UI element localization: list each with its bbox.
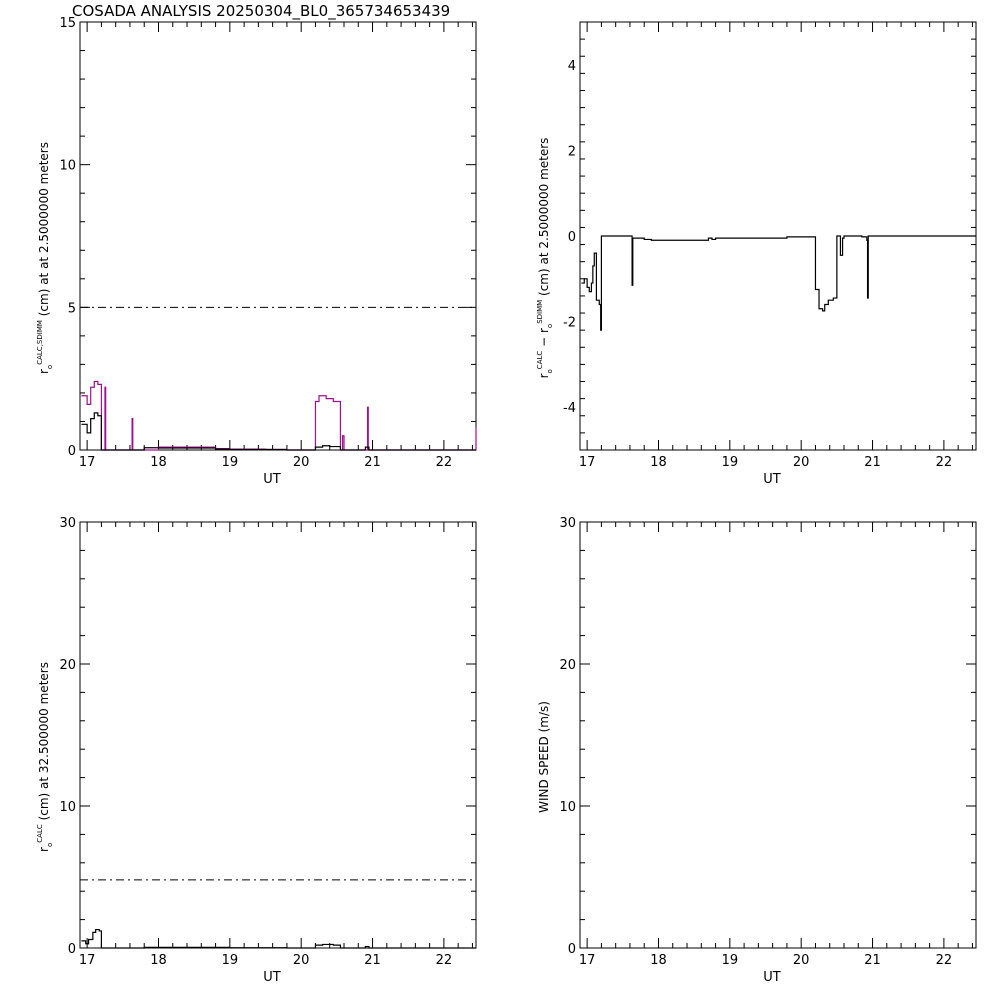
x-tick-label: 19 (222, 455, 239, 470)
y-tick-label: 0 (568, 942, 576, 957)
x-tick-label: 19 (722, 953, 739, 968)
y-label-text: (cm) at 32.500000 meters (37, 662, 51, 820)
x-axis-label: UT (263, 970, 281, 985)
x-tick-label: 21 (364, 455, 381, 470)
plot-frame (579, 521, 977, 949)
y-label-superscript: CALC (36, 824, 44, 843)
y-label-superscript: SDIMM (536, 300, 544, 324)
y-label-subscript: o (546, 324, 554, 328)
series-line (81, 928, 476, 949)
y-tick-label: 10 (59, 800, 76, 815)
y-label-text: (cm) at 2.5000000 meters (537, 138, 551, 296)
x-tick-label: 17 (579, 953, 596, 968)
x-tick-label: 18 (150, 953, 167, 968)
y-tick-label: 0 (68, 444, 76, 459)
x-axis-label: UT (763, 472, 781, 487)
series-line (81, 412, 476, 451)
x-tick-label: 20 (793, 953, 810, 968)
x-tick-label: 18 (650, 455, 667, 470)
x-tick-label: 18 (650, 953, 667, 968)
y-label-subscript: o (546, 369, 554, 373)
x-tick-label: 17 (579, 455, 596, 470)
y-tick-label: 20 (59, 658, 76, 673)
y-axis-label: roCALC − roSDIMM (cm) at 2.5000000 meter… (536, 138, 554, 379)
y-tick-label: 4 (568, 59, 576, 74)
x-tick-label: 19 (222, 953, 239, 968)
x-tick-label: 22 (936, 455, 953, 470)
y-tick-label: 20 (559, 658, 576, 673)
page-title: COSADA ANALYSIS 20250304_BL0_36573465343… (72, 2, 451, 20)
x-tick-label: 21 (864, 953, 881, 968)
chart-bottom-left: 17 18 19 20 21 22 0 10 20 30 UT roCALC (cm) at 32.5… (36, 516, 477, 985)
x-tick-label: 21 (864, 455, 881, 470)
y-label-symbol: r (537, 373, 551, 378)
x-tick-label: 20 (793, 455, 810, 470)
y-label-superscript: CALC (536, 351, 544, 370)
y-label-symbol: r (37, 847, 51, 852)
y-tick-label: 30 (59, 516, 76, 531)
x-tick-label: 20 (293, 953, 310, 968)
y-label-subscript: o (46, 843, 54, 847)
x-tick-label: 21 (364, 953, 381, 968)
y-tick-label: -2 (563, 316, 576, 331)
plot-frame (79, 21, 477, 451)
y-axis-label: WIND SPEED (m/s) (537, 701, 551, 813)
y-tick-label: 10 (559, 800, 576, 815)
x-axis-label: UT (763, 970, 781, 985)
y-label-symbol: − r (537, 328, 551, 347)
series-line (81, 380, 477, 451)
y-label-symbol: r (37, 369, 51, 374)
x-tick-label: 17 (79, 953, 96, 968)
y-tick-label: -4 (563, 401, 576, 416)
y-tick-label: 15 (59, 16, 76, 31)
chart-top-left: 17 18 19 20 21 22 0 5 10 15 UT roCALC,SDIMM (cm) at… (36, 16, 477, 487)
x-axis-label: UT (263, 472, 281, 487)
y-label-subscript: o (46, 365, 54, 369)
x-tick-label: 17 (79, 455, 96, 470)
x-tick-label: 22 (936, 953, 953, 968)
x-tick-label: 20 (293, 455, 310, 470)
y-tick-label: 10 (59, 159, 76, 174)
y-label-superscript: CALC,SDIMM (36, 320, 44, 365)
y-tick-label: 0 (68, 942, 76, 957)
x-tick-label: 19 (722, 455, 739, 470)
y-tick-label: 5 (68, 301, 76, 316)
y-axis-label: roCALC (cm) at 32.500000 meters (36, 662, 54, 852)
y-tick-label: 2 (568, 144, 576, 159)
y-axis-label: roCALC,SDIMM (cm) at at 2.5000000 meters (36, 142, 54, 374)
chart-bottom-right: 17 18 19 20 21 22 0 10 20 30 UT WIND SPEED (m/s) (537, 516, 977, 985)
series-line (581, 235, 976, 331)
plot-frame (79, 521, 477, 949)
y-label-text: (cm) at at 2.5000000 meters (37, 142, 51, 316)
x-tick-label: 18 (150, 455, 167, 470)
y-tick-label: 0 (568, 230, 576, 245)
x-tick-label: 22 (436, 455, 453, 470)
y-tick-label: 30 (559, 516, 576, 531)
x-tick-label: 22 (436, 953, 453, 968)
